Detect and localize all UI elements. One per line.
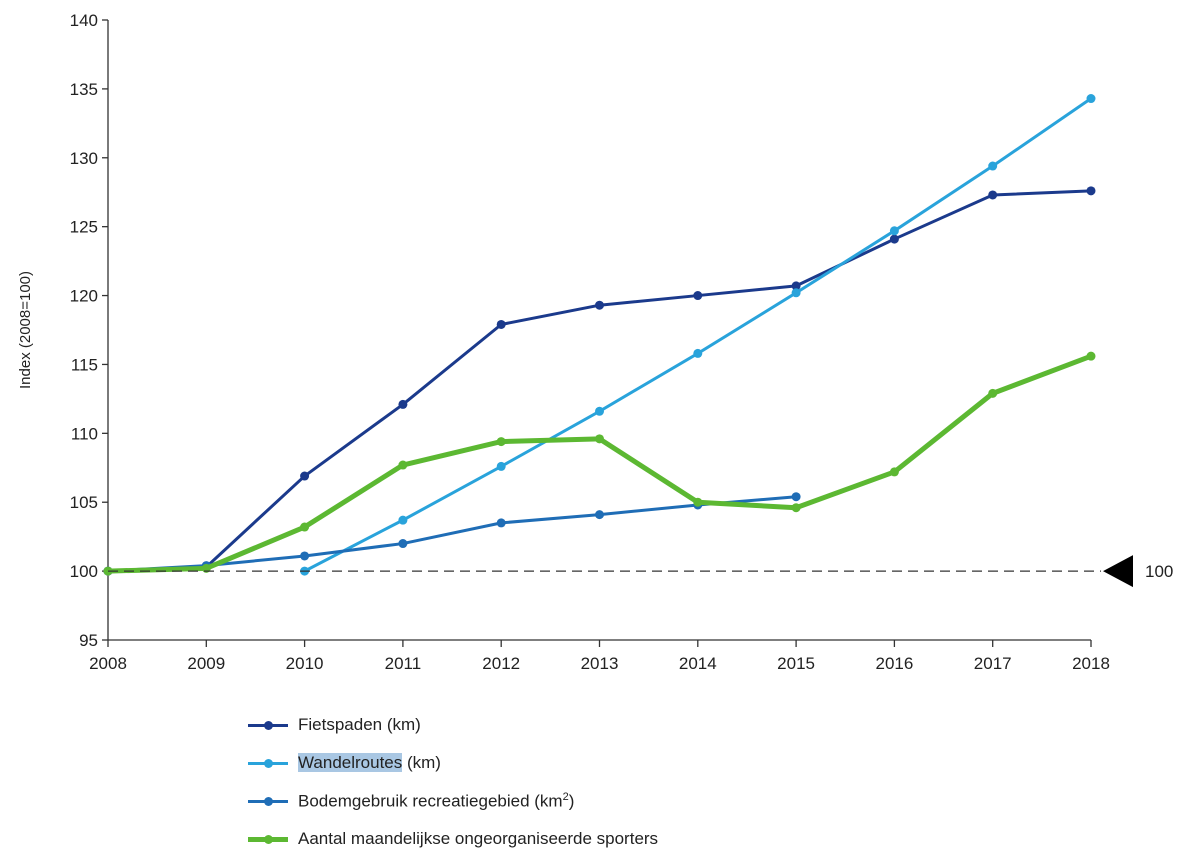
data-point	[889, 467, 899, 477]
reference-marker-triangle	[1103, 555, 1133, 588]
line-chart: 95 100 105 110 115 120 125 130 135 140 2008 2009 201…	[17, 11, 1173, 673]
legend-label-text: Aantal maandelijkse ongeorganiseerde spo…	[298, 829, 659, 848]
data-point	[693, 348, 703, 358]
data-point	[988, 190, 998, 200]
y-tick-label: 100	[70, 562, 98, 581]
legend-item: Fietspaden (km)	[248, 706, 658, 744]
data-point	[300, 471, 310, 481]
legend-item: Wandelroutes (km)	[248, 744, 658, 782]
x-tick-label: 2012	[482, 654, 520, 673]
y-tick-label: 105	[70, 493, 98, 512]
legend-label: Wandelroutes (km)	[298, 753, 441, 773]
reference-label: 100	[1145, 562, 1173, 581]
y-tick-label: 95	[79, 631, 98, 650]
y-tick-label: 130	[70, 149, 98, 168]
legend-label-highlighted: Wandelroutes	[298, 753, 403, 772]
legend-swatch	[248, 756, 288, 770]
data-point	[496, 319, 506, 329]
y-tick-label: 125	[70, 218, 98, 237]
data-point	[496, 518, 506, 528]
x-tick-label: 2018	[1072, 654, 1110, 673]
legend-label-text: (km)	[402, 753, 441, 772]
data-point	[889, 226, 899, 236]
legend-swatch-dot	[264, 797, 273, 806]
x-tick-label: 2017	[974, 654, 1012, 673]
data-point	[496, 461, 506, 471]
legend-swatch	[248, 718, 288, 732]
data-point	[1086, 94, 1096, 104]
series-group	[103, 94, 1096, 576]
data-point	[398, 515, 408, 525]
data-point	[791, 288, 801, 298]
y-axis-label: Index (2008=100)	[17, 271, 34, 389]
legend-swatch	[248, 794, 288, 808]
data-point	[791, 492, 801, 502]
y-tick-label: 120	[70, 287, 98, 306]
legend-item: Aantal maandelijkse ongeorganiseerde spo…	[248, 820, 658, 858]
legend-swatch-dot	[264, 721, 273, 730]
series-line	[106, 495, 798, 573]
x-tick-label: 2013	[581, 654, 619, 673]
data-point	[791, 281, 801, 291]
data-point	[496, 437, 506, 447]
y-tick-label: 110	[71, 424, 98, 443]
data-point	[791, 503, 801, 513]
legend-label-superscript: 2	[562, 790, 569, 803]
data-point	[889, 234, 899, 244]
x-tick-label: 2014	[679, 654, 717, 673]
x-tick-label: 2010	[286, 654, 324, 673]
legend-swatch	[248, 832, 288, 846]
data-point	[398, 399, 408, 409]
legend-swatch-dot	[264, 835, 273, 844]
data-point	[1086, 351, 1096, 361]
legend-label: Aantal maandelijkse ongeorganiseerde spo…	[298, 829, 658, 849]
data-point	[595, 300, 604, 310]
x-tick-label: 2008	[89, 654, 127, 673]
legend-item: Bodemgebruik recreatiegebied (km2)	[248, 782, 658, 820]
y-tick-label: 135	[70, 80, 98, 99]
data-point	[595, 406, 604, 416]
legend-label-tail: )	[568, 791, 575, 811]
axes: 95 100 105 110 115 120 125 130 135 140 2008 2009 201…	[17, 11, 1110, 673]
legend-label-text: Fietspaden (km)	[298, 715, 421, 734]
reference-group: 100	[108, 555, 1173, 588]
x-tick-label: 2009	[187, 654, 225, 673]
data-point	[693, 291, 703, 301]
data-point	[693, 497, 703, 507]
data-point	[398, 539, 408, 549]
data-point	[398, 460, 408, 470]
series-4	[103, 351, 1096, 576]
y-tick-label: 140	[70, 11, 98, 30]
data-point	[300, 522, 310, 532]
series-line	[105, 353, 1094, 574]
x-tick-label: 2011	[385, 654, 422, 673]
data-point	[1086, 186, 1096, 196]
data-point	[988, 161, 998, 171]
data-point	[595, 434, 604, 444]
data-point	[988, 388, 998, 398]
legend-label: Fietspaden (km)	[298, 715, 421, 735]
data-point	[595, 510, 604, 520]
y-tick-label: 115	[71, 355, 98, 374]
legend-swatch-dot	[264, 759, 273, 768]
x-tick-label: 2015	[777, 654, 815, 673]
legend: Fietspaden (km) Wandelroutes (km) Bodemgeb…	[248, 706, 658, 858]
data-point	[300, 551, 310, 561]
series-2	[300, 94, 1096, 576]
x-tick-label: 2016	[875, 654, 913, 673]
legend-label: Bodemgebruik recreatiegebied (km2)	[298, 791, 574, 812]
legend-label-text: Bodemgebruik recreatiegebied (km	[298, 791, 563, 811]
